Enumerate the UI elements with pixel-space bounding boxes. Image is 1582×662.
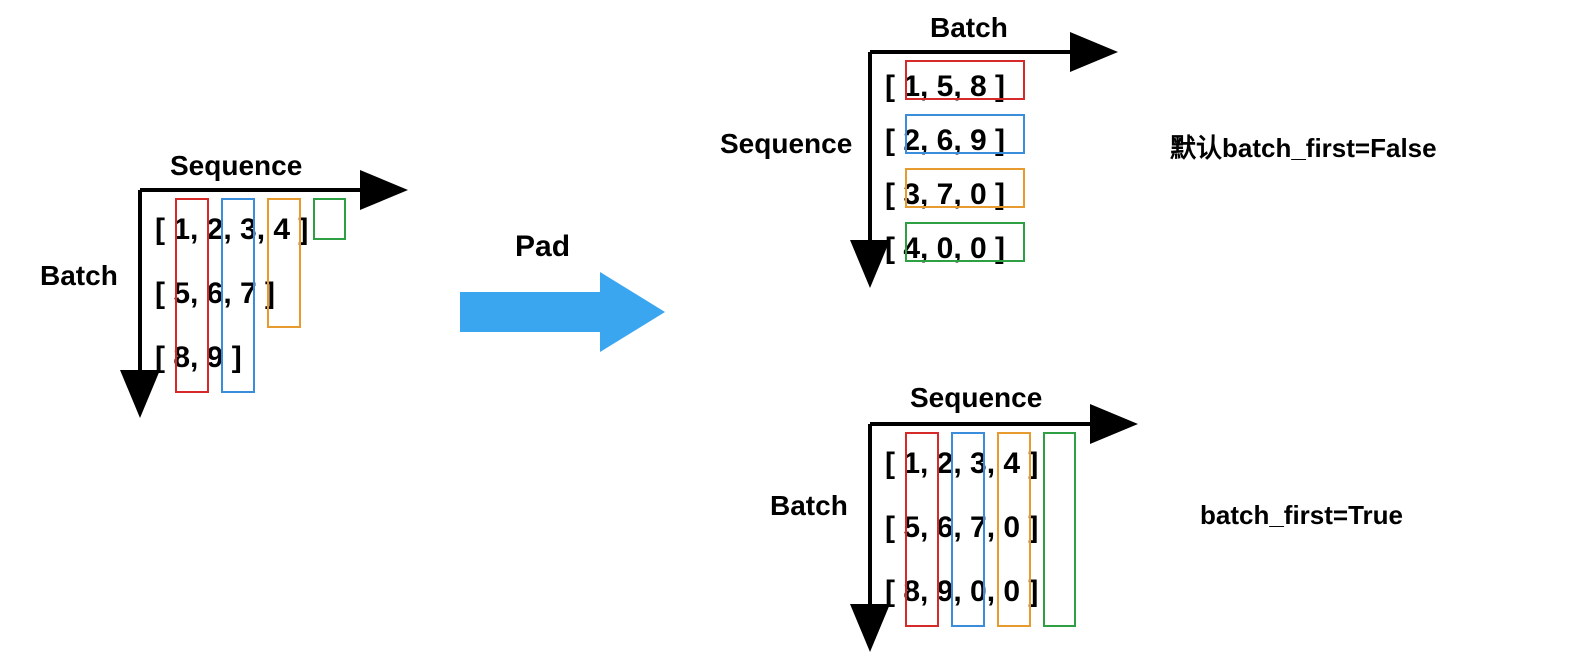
left-colbox-0 [175, 198, 209, 393]
left-colbox-1 [221, 198, 255, 393]
left-colbox-3 [313, 198, 346, 240]
rt-h-axis-label: Batch [930, 12, 1008, 44]
rt-v-axis-label: Sequence [720, 128, 852, 160]
rt-rowbox-1 [905, 114, 1025, 154]
rb-colbox-2 [997, 432, 1031, 627]
rb-colbox-0 [905, 432, 939, 627]
rt-rowbox-3 [905, 222, 1025, 262]
left-v-axis-label: Batch [40, 260, 118, 292]
pad-arrow-icon [460, 272, 665, 352]
rt-rowbox-0 [905, 60, 1025, 100]
rt-rowbox-2 [905, 168, 1025, 208]
left-colbox-2 [267, 198, 301, 328]
rb-v-axis-label: Batch [770, 490, 848, 522]
rb-colbox-1 [951, 432, 985, 627]
rb-colbox-3 [1043, 432, 1076, 627]
rt-caption: 默认batch_first=False [1170, 128, 1437, 165]
rb-caption: batch_first=True [1200, 500, 1403, 531]
left-h-axis-label: Sequence [170, 150, 302, 182]
pad-label: Pad [515, 230, 570, 264]
rb-h-axis-label: Sequence [910, 382, 1042, 414]
